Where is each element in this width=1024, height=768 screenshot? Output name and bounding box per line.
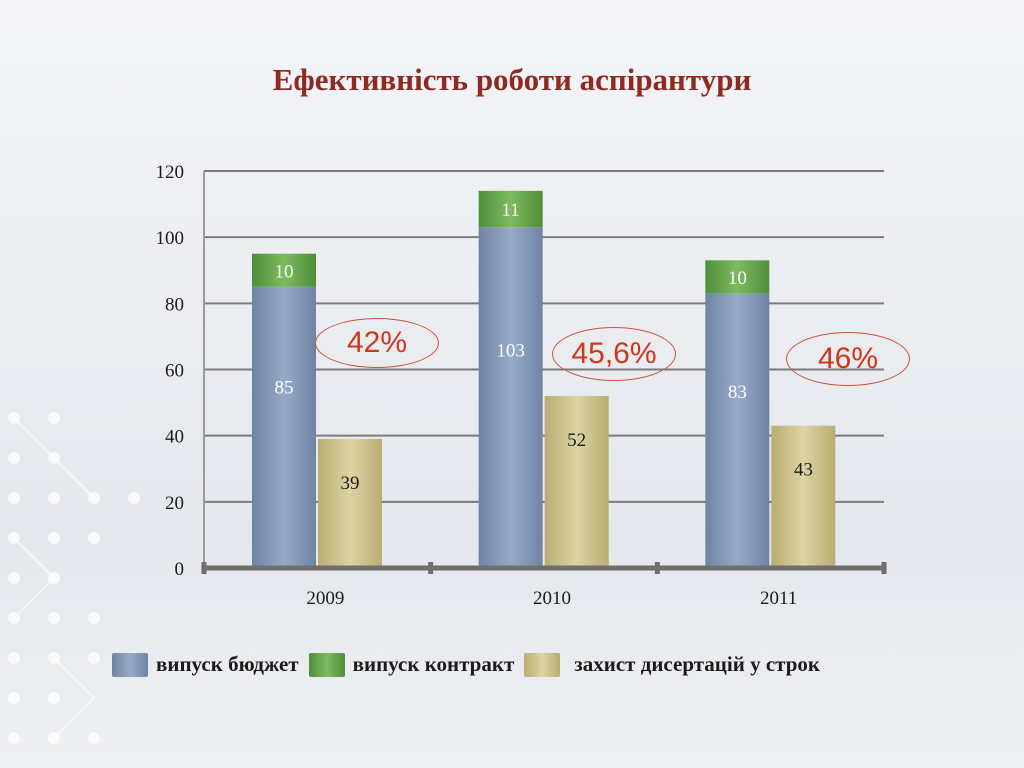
background-dot (88, 652, 100, 664)
legend-item: випуск бюджет (112, 652, 299, 677)
background-line (13, 417, 96, 739)
data-label-budget: 85 (275, 378, 294, 399)
background-dot (48, 412, 60, 424)
y-tick-label: 0 (175, 559, 185, 580)
percentage-annotation: 46% (786, 332, 910, 386)
legend-swatch (308, 652, 345, 677)
background-dot (8, 692, 20, 704)
background-dot (48, 532, 60, 544)
x-tick-label: 2011 (760, 588, 797, 609)
background-dot (88, 732, 100, 744)
data-label-contract: 11 (502, 200, 520, 221)
y-tick-label: 100 (156, 228, 185, 249)
bar-defense (318, 438, 382, 568)
bar-defense (544, 395, 609, 568)
background-dot (88, 612, 100, 624)
legend-swatch (112, 652, 148, 677)
bar-contract (252, 253, 316, 287)
background-dot (88, 532, 100, 544)
legend-label: випуск контракт (352, 652, 515, 676)
legend-swatch (524, 652, 561, 677)
y-tick-label: 40 (165, 427, 184, 448)
legend-label: випуск бюджет (156, 652, 299, 676)
data-label-defense: 39 (341, 473, 360, 494)
background-dot (8, 572, 20, 584)
bar-budget (478, 227, 543, 568)
bar-defense (771, 425, 836, 568)
y-tick-label: 60 (165, 361, 184, 382)
legend-label: захист дисертацій у строк (574, 652, 821, 676)
percentage-annotation: 42% (315, 318, 439, 368)
chart-title: Ефективність роботи аспірантури (272, 62, 752, 97)
data-label-defense: 52 (567, 430, 586, 451)
background-dot (8, 452, 20, 464)
data-label-budget: 83 (728, 382, 747, 403)
background-dot (8, 652, 20, 664)
data-label-contract: 10 (728, 268, 747, 289)
background-dot (128, 492, 140, 504)
percentage-annotation: 45,6% (552, 327, 676, 381)
y-tick-label: 20 (165, 493, 184, 514)
bar-contract (705, 260, 770, 294)
background-dot (48, 612, 60, 624)
y-tick-label: 80 (165, 294, 184, 315)
background-dot (48, 692, 60, 704)
bar-contract (478, 190, 543, 228)
background-dot (8, 492, 20, 504)
background-dot (48, 492, 60, 504)
data-label-budget: 103 (496, 341, 525, 362)
y-tick-label: 120 (156, 162, 185, 183)
bar-budget (252, 286, 316, 568)
legend-item: захист дисертацій у строк (524, 652, 820, 677)
background-dot (8, 732, 20, 744)
chart-legend: випуск бюджет випуск контракт захист дисер… (112, 652, 830, 677)
data-label-defense: 43 (794, 460, 813, 481)
legend-item: випуск контракт (308, 652, 515, 677)
x-tick-label: 2010 (533, 588, 571, 609)
x-tick-label: 2009 (306, 588, 344, 609)
data-label-contract: 10 (275, 261, 294, 282)
bar-budget (705, 293, 770, 568)
